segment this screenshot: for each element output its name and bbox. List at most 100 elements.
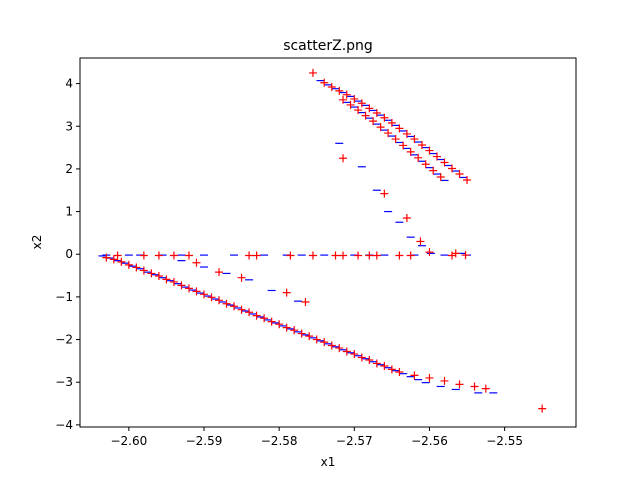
point [139,266,148,275]
point [387,118,396,127]
point [200,290,208,299]
point [429,166,438,175]
point [402,213,411,222]
point [406,251,415,260]
point [395,367,404,376]
point [410,135,419,144]
point [421,160,430,169]
point [342,347,351,356]
point [297,329,306,338]
point [102,253,111,262]
point [139,251,148,260]
point [384,129,393,138]
point [335,344,344,353]
point [365,356,374,365]
point [376,123,385,132]
point [117,257,126,266]
point [154,271,163,280]
point [275,320,284,329]
point [481,384,490,393]
point [387,365,396,374]
point [354,251,363,260]
point [124,260,133,269]
point [425,146,434,155]
point [260,314,269,323]
point [402,129,411,138]
x-tick-label: −2.56 [411,434,448,448]
point [147,269,156,278]
point [372,109,381,118]
point [109,255,118,264]
chart-title: scatterZ.png [283,38,373,54]
point [416,237,425,246]
point [410,371,419,380]
points-layer [98,68,547,413]
y-ticks: −4 −3 −2 −1 0 1 2 3 4 [55,77,80,432]
point [451,249,460,258]
point [461,251,470,260]
x-tick-label: −2.55 [486,434,523,448]
point [267,317,276,326]
point [327,83,336,92]
y-axis-label: x2 [30,235,44,250]
x-tick-label: −2.59 [186,434,223,448]
point [470,382,479,391]
point [320,78,329,87]
point [354,106,363,115]
point [207,293,216,302]
point [162,275,171,284]
point [184,251,193,260]
series-1 [102,68,547,413]
point [380,113,389,122]
point [455,380,464,389]
y-tick-label: 0 [65,247,73,261]
point [357,353,366,362]
point [417,141,426,150]
point [339,95,348,104]
point [305,332,314,341]
point [252,251,261,260]
point [222,299,231,308]
point [436,173,445,182]
x-tick-label: −2.57 [336,434,373,448]
y-tick-label: −1 [55,290,73,304]
point [350,350,359,359]
point [327,341,336,350]
point [339,251,348,260]
point [538,404,547,413]
point [440,158,449,167]
point [184,284,193,293]
y-tick-label: −2 [55,333,73,347]
point [230,302,239,311]
point [372,359,381,368]
point [237,273,246,282]
point [286,251,295,260]
point [177,281,186,290]
point [154,251,163,260]
point [282,288,291,297]
point [169,277,178,286]
point [320,338,329,347]
y-tick-label: 4 [65,77,73,91]
point [245,251,254,260]
point [448,164,456,173]
x-tick-label: −2.60 [110,434,147,448]
point [425,248,434,257]
point [339,154,348,163]
point [395,124,404,133]
point [357,99,366,108]
point [463,176,472,185]
x-tick-label: −2.58 [261,434,298,448]
point [252,311,261,320]
point [312,335,321,344]
point [113,251,122,260]
point [369,117,378,126]
point [192,287,201,296]
point [399,141,408,150]
point [350,94,359,103]
point [215,268,224,277]
point [361,111,370,120]
